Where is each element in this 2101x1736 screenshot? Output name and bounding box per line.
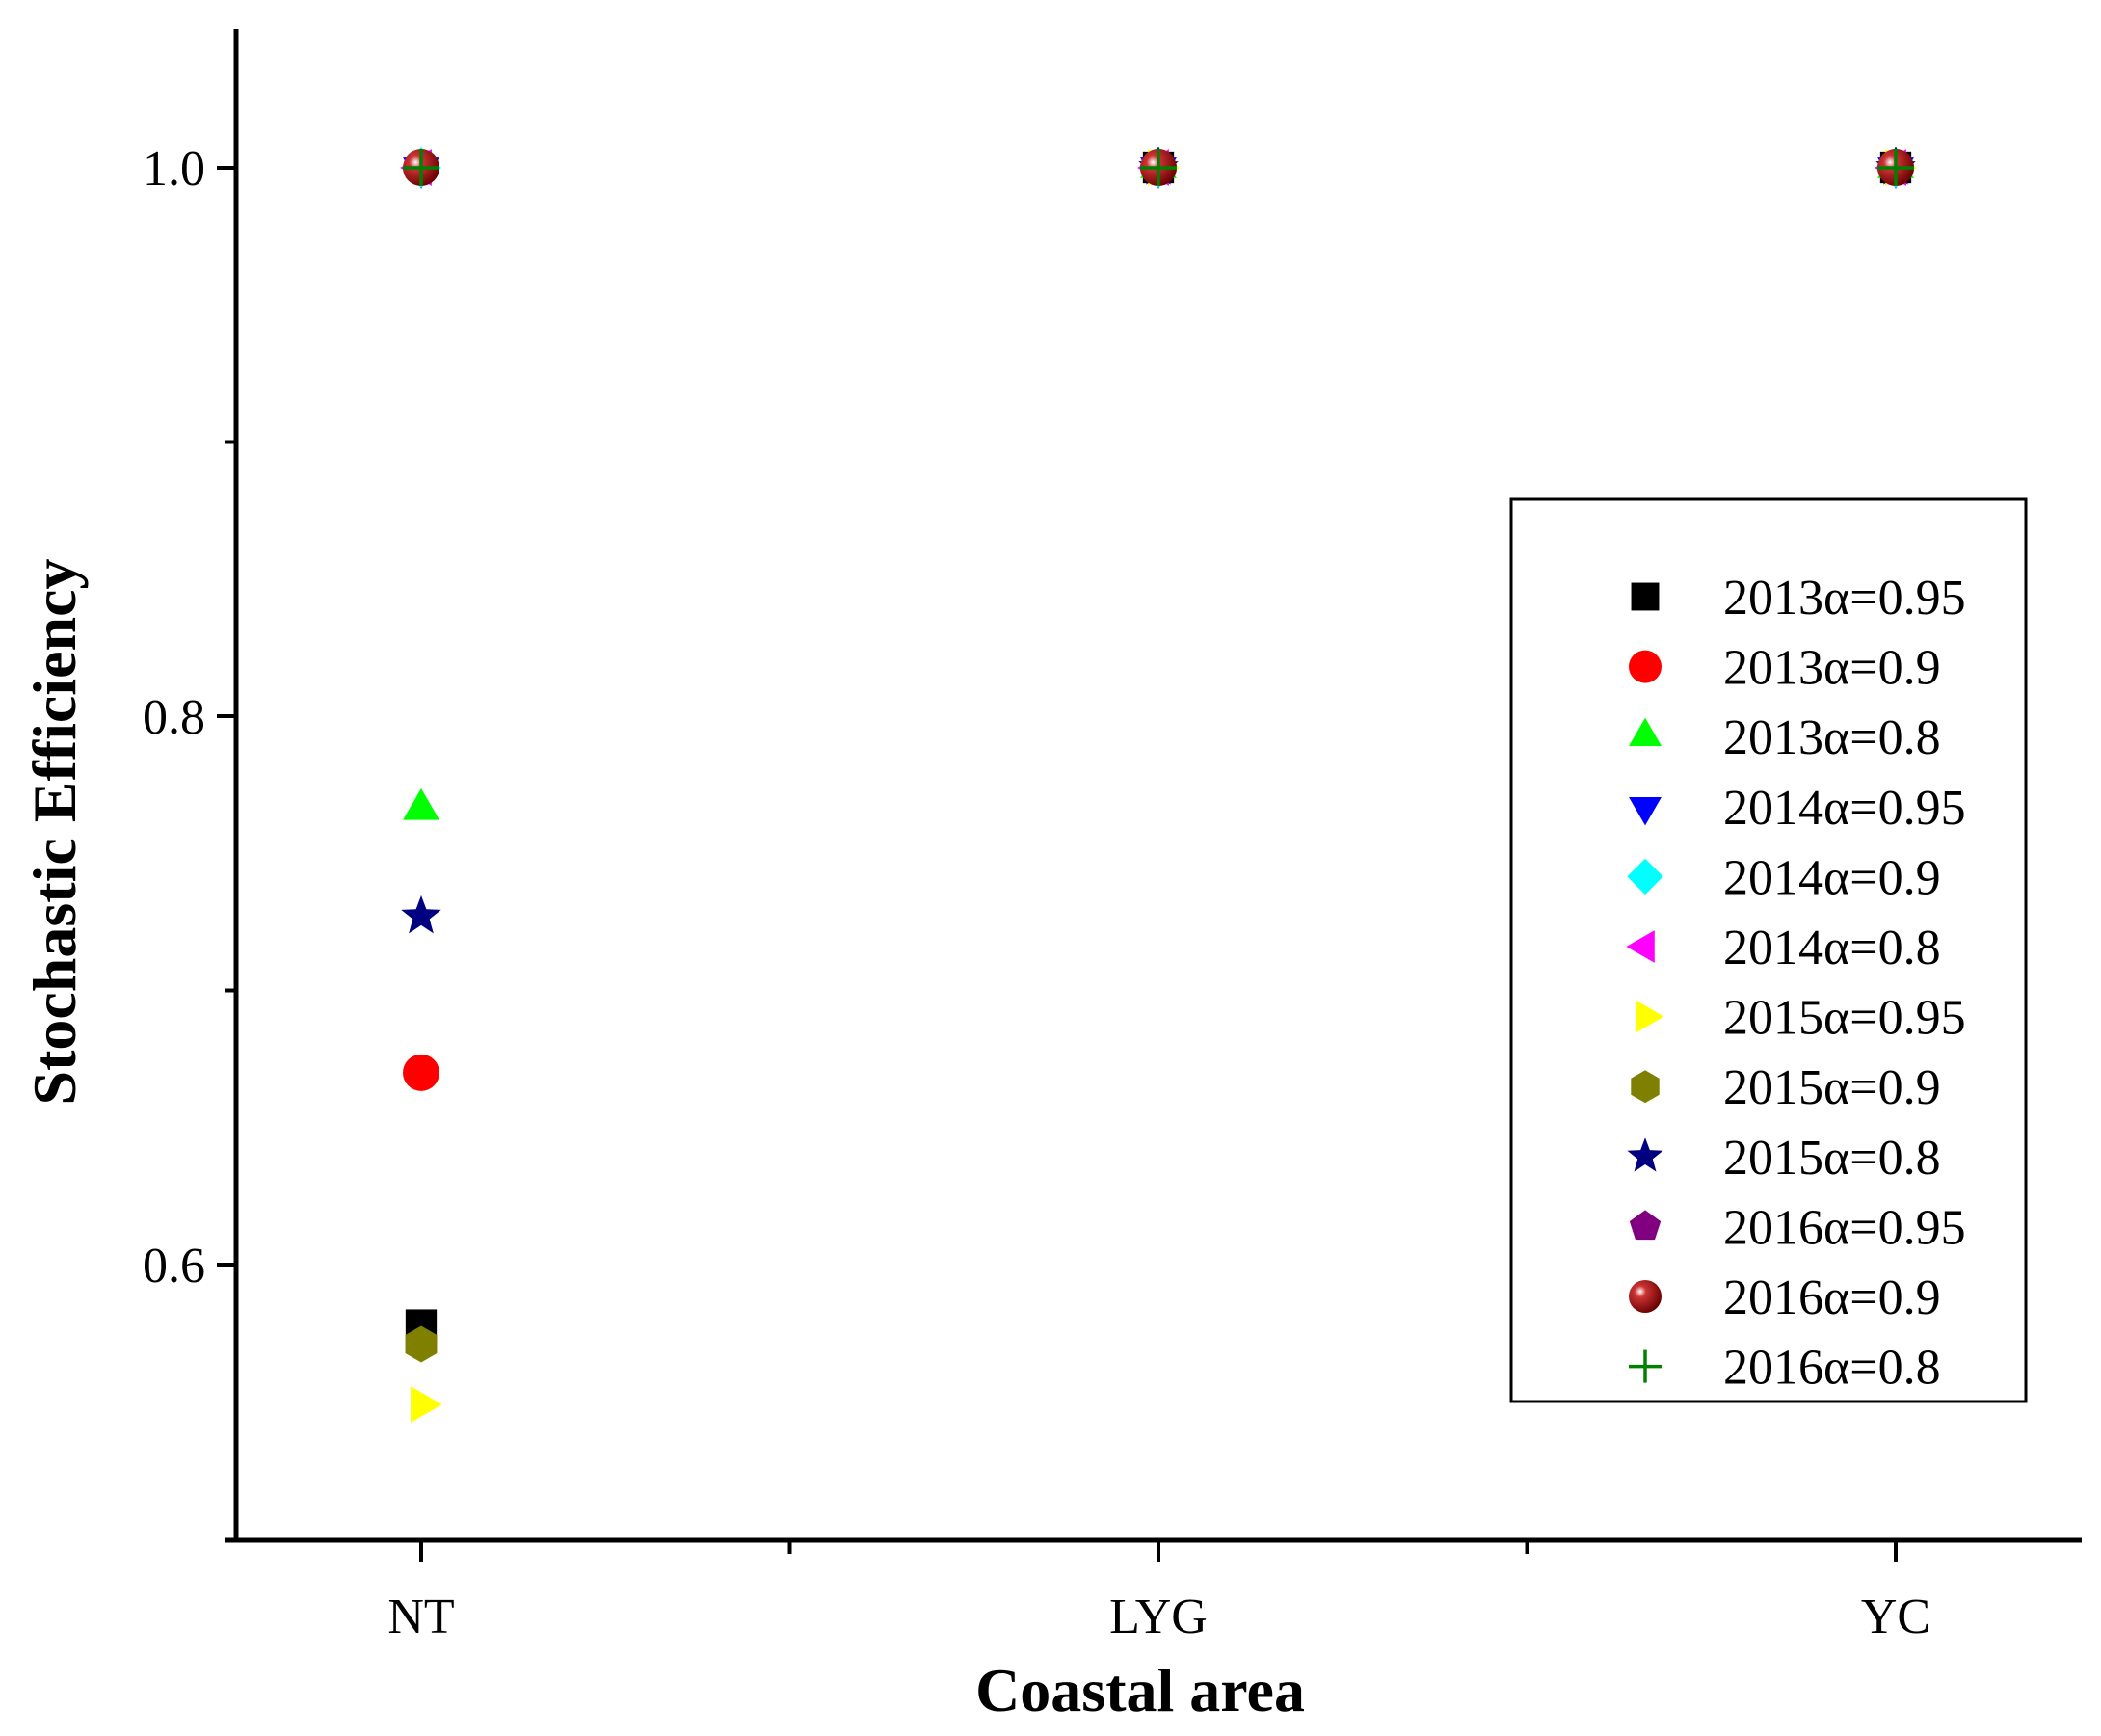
legend-label: 2016α=0.95 [1723,1200,1966,1255]
legend-marker [1629,1349,1662,1383]
data-point [1877,149,1914,186]
triangle-up-marker [1629,717,1662,746]
x-tick-label: LYG [1109,1589,1208,1644]
data-point [403,149,439,186]
legend: 2013α=0.95 2013α=0.9 2013α=0.8 2014α=0.95 20… [1509,497,2028,1403]
data-point [405,1325,438,1363]
legend-marker [1629,717,1662,746]
y-axis-title: Stochastic Efficiency [20,559,89,1106]
x-tick-label: YC [1861,1589,1930,1644]
hexagon-marker [1631,1070,1660,1104]
data-point [411,1386,442,1424]
legend-label: 2014α=0.9 [1723,850,1941,905]
legend-marker [1629,1280,1662,1313]
legend-marker [1629,650,1662,683]
data-point [403,788,439,820]
legend-label: 2013α=0.9 [1723,641,1941,696]
legend-marker [1629,797,1662,826]
legend-label: 2014α=0.8 [1723,921,1941,975]
data-point [403,1054,439,1091]
circle-marker [1629,650,1662,683]
legend-box [1509,497,2028,1403]
legend-marker [1627,1137,1663,1172]
y-tick-label: 0.6 [143,1239,205,1294]
circle-marker [403,1054,439,1091]
triangle-down-marker [1629,797,1662,826]
legend-marker [1629,1210,1662,1241]
y-tick-label: 0.8 [143,690,205,745]
x-tick-label: NT [387,1589,454,1644]
legend-marker [1631,1070,1660,1104]
x-axis-title: Coastal area [975,1656,1305,1724]
triangle-left-marker [1626,930,1655,963]
legend-marker [1627,858,1663,895]
legend-label: 2014α=0.95 [1723,781,1966,836]
data-point [401,895,441,934]
axes: 0.6 0.8 1.0 NT LYG YC Coastal area Stochastic E… [20,29,2082,1724]
star-marker [401,895,441,934]
legend-marker [1636,1000,1664,1033]
triangle-right-marker [411,1386,442,1424]
legend-label: 2015α=0.9 [1723,1060,1941,1115]
sphere-marker [1629,1280,1662,1313]
legend-label: 2016α=0.9 [1723,1270,1941,1325]
legend-label: 2013α=0.95 [1723,571,1966,626]
y-tick-label: 1.0 [143,142,205,197]
hexagon-marker [405,1325,438,1363]
legend-label: 2015α=0.95 [1723,991,1966,1046]
diamond-marker [1627,858,1663,895]
pentagon-marker [1629,1210,1662,1241]
star-marker [1627,1137,1663,1172]
legend-marker [1626,930,1655,963]
data-points [400,147,1917,1424]
triangle-up-marker [403,788,439,820]
square-marker [1631,582,1660,611]
legend-label: 2015α=0.8 [1723,1131,1941,1186]
data-point [1140,149,1177,186]
triangle-right-marker [1636,1000,1664,1033]
legend-label: 2016α=0.8 [1723,1341,1941,1396]
legend-marker [1631,582,1660,611]
legend-label: 2013α=0.8 [1723,710,1941,765]
